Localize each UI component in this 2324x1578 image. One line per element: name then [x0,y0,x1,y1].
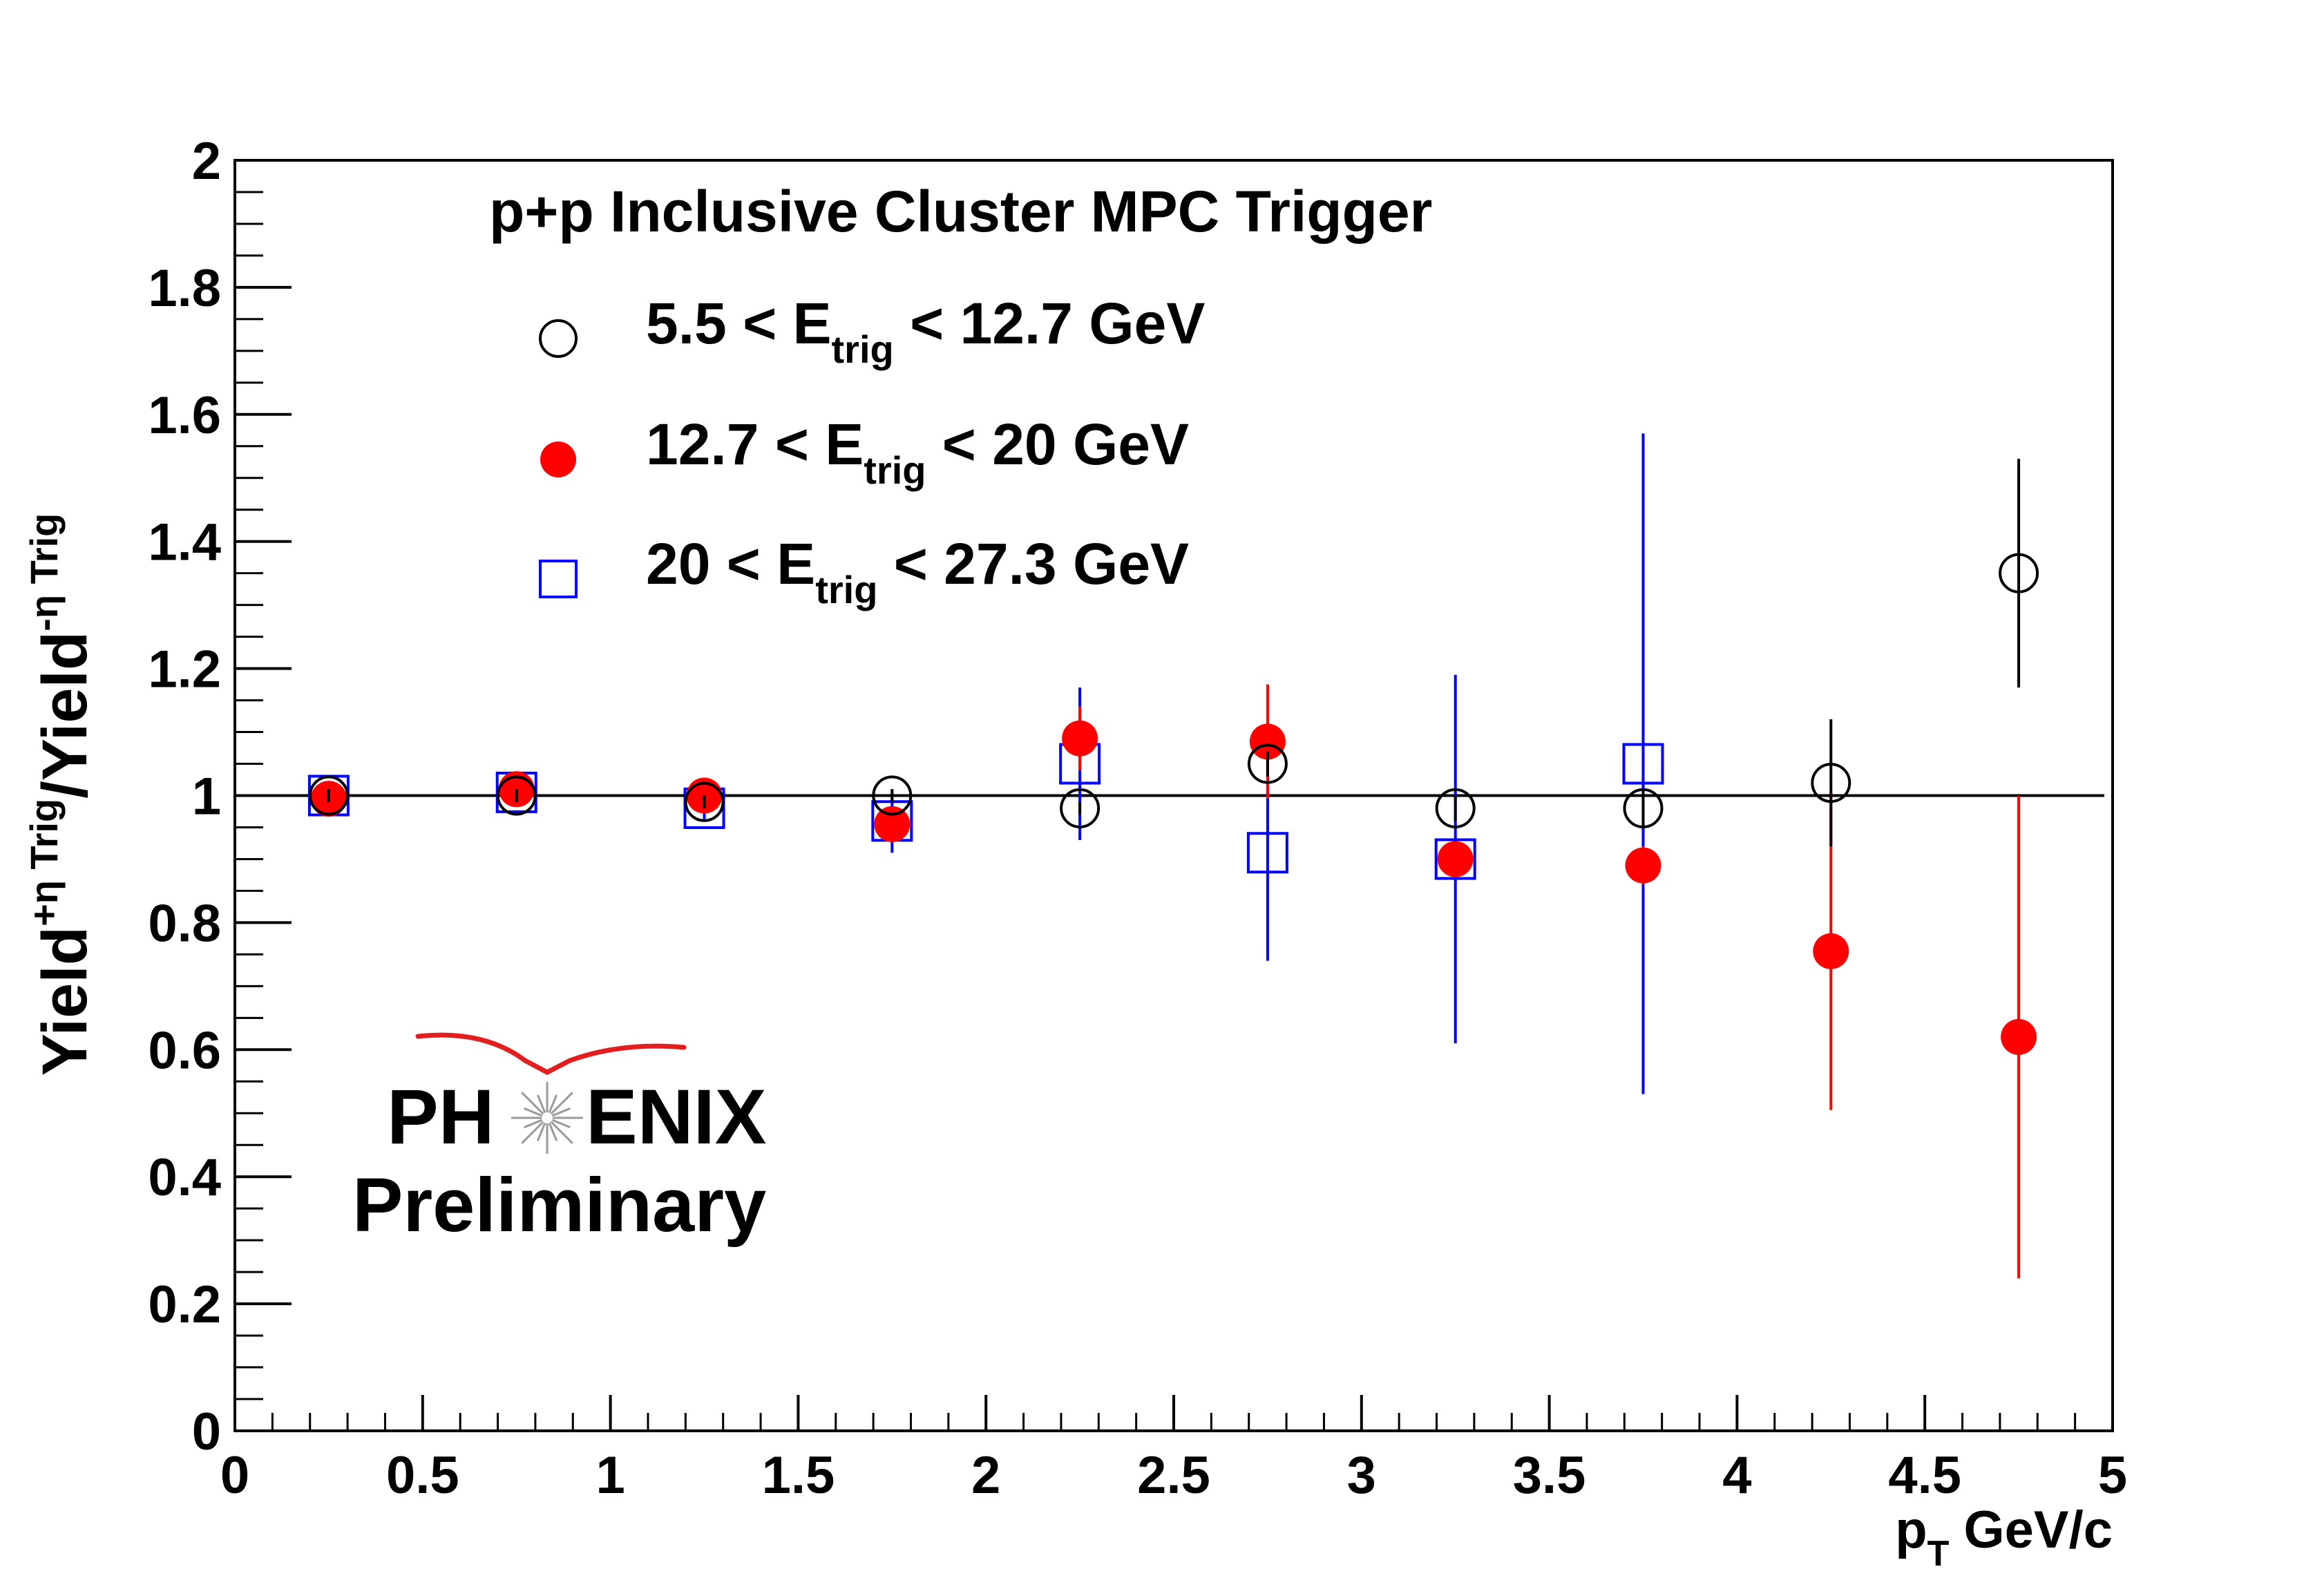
data-point [874,806,911,842]
legend-label-2-pre: 12.7 < E [646,412,864,477]
data-point [1437,841,1474,877]
y-tick-label: 0.8 [148,894,221,953]
y-tick-label: 0.4 [148,1148,221,1207]
star-ray [524,1107,543,1117]
legend-label-series-2: 12.7 < Etrig < 20 GeV [646,412,1189,492]
phenix-logo: PH ENIX Preliminary [352,1032,766,1248]
y-tick-label: 2 [192,132,221,191]
y-tick-label: 0 [192,1403,221,1461]
x-axis-label-rest: GeV/c [1949,1501,2113,1559]
x-tick-label: 0 [220,1446,249,1505]
x-tick-label: 2 [971,1446,1000,1505]
star-ray [536,1122,546,1141]
data-point [1247,743,1288,784]
data-marks [307,433,2039,1279]
y-tick-label: 1.2 [148,640,221,699]
data-point [1246,832,1288,874]
x-tick-label: 0.5 [386,1446,459,1505]
legend-label-1-pre: 5.5 < E [646,291,832,356]
data-point [308,775,349,816]
logo-subtitle: Preliminary [352,1163,766,1248]
x-axis-label-sub: T [1927,1534,1950,1574]
star-ray [548,1122,558,1141]
x-tick-label: 5 [2098,1446,2127,1505]
legend-label-series-3: 20 < Etrig < 27.3 GeV [646,531,1189,611]
data-point [1622,743,1664,785]
x-tick-label: 4 [1722,1446,1751,1505]
star-ray [536,1094,546,1114]
legend-marker-open-square [539,560,578,598]
star-ray [548,1094,558,1114]
x-tick-label: 1.5 [762,1446,835,1505]
logo-star-icon [511,1082,583,1154]
x-tick-label: 2.5 [1137,1446,1210,1505]
legend-label-3-pre: 20 < E [646,531,815,596]
y-tick-label: 1 [192,768,221,826]
legend-label-1-post: < 12.7 GeV [894,291,1206,356]
x-tick-label: 3 [1347,1446,1376,1505]
data-point [1623,788,1664,828]
y-tick-label: 1.4 [148,513,221,572]
legend-marker-filled-circle [540,441,576,477]
y-axis-label-sup1: +η Trig [22,799,66,926]
data-point [1625,847,1661,884]
chart-title: p+p Inclusive Cluster MPC Trigger [489,179,1432,244]
y-tick-label: 0.6 [148,1021,221,1080]
y-tick-label: 1.6 [148,386,221,445]
star-ray [550,1121,573,1144]
x-axis-label: pT GeV/c [1895,1501,2113,1574]
data-point [872,775,913,816]
data-point [1434,838,1476,880]
logo-text-left: PH [387,1074,495,1160]
y-axis-label-a: Yield [30,926,100,1076]
data-point [1435,788,1476,828]
x-tick-label: 4.5 [1888,1446,1961,1505]
x-tick-label: 1 [596,1446,625,1505]
y-tick-label: 1.8 [148,259,221,318]
legend-label-3-post: < 27.3 GeV [877,531,1189,596]
data-point [1249,723,1286,760]
legend-label-2-sub: trig [864,448,926,492]
legend-marker-open-circle [539,319,578,358]
legend: 5.5 < Etrig < 12.7 GeV 12.7 < Etrig < 20… [539,291,1205,611]
y-axis: 0 0.2 0.4 0.6 0.8 1 1.2 1.4 1.6 1.8 2 [148,132,292,1461]
legend-label-series-1: 5.5 < Etrig < 12.7 GeV [646,291,1205,371]
star-ray [521,1121,544,1144]
x-axis: 0 0.5 1 1.5 2 2.5 3 3.5 4 4.5 5 [220,1395,2127,1505]
data-point [684,781,725,822]
logo-arc [415,1032,687,1075]
series-1 [308,459,2039,847]
data-point [1811,763,1851,804]
legend-label-2-post: < 20 GeV [926,412,1189,477]
data-point [1813,933,1849,969]
star-ray [524,1119,543,1129]
legend-label-1-sub: trig [832,327,894,371]
star-ray [550,1092,573,1115]
data-point [1062,720,1098,757]
data-point [496,775,537,816]
x-axis-label-main: p [1895,1501,1927,1559]
star-ray [551,1119,571,1129]
y-axis-label-sup2: -η Trig [22,513,66,631]
data-point [1999,553,2039,593]
y-axis-label-b: /Yield [30,631,100,799]
x-tick-label: 3.5 [1513,1446,1586,1505]
legend-label-3-sub: trig [815,568,877,611]
logo-text-right: ENIX [586,1074,766,1160]
data-point [1060,788,1101,828]
y-tick-label: 0.2 [148,1275,221,1334]
y-axis-label: Yield+η Trig/Yield-η Trig [22,513,100,1076]
star-ray [551,1107,571,1117]
data-point [2001,1018,2037,1055]
star-ray [521,1092,544,1115]
